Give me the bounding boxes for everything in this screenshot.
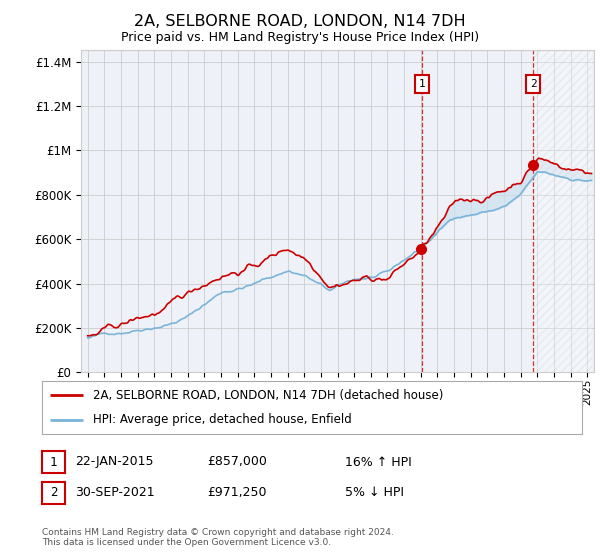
- Text: 2A, SELBORNE ROAD, LONDON, N14 7DH: 2A, SELBORNE ROAD, LONDON, N14 7DH: [134, 14, 466, 29]
- Text: HPI: Average price, detached house, Enfield: HPI: Average price, detached house, Enfi…: [94, 413, 352, 426]
- Text: 22-JAN-2015: 22-JAN-2015: [75, 455, 154, 469]
- Text: 1: 1: [50, 455, 57, 469]
- Text: Price paid vs. HM Land Registry's House Price Index (HPI): Price paid vs. HM Land Registry's House …: [121, 31, 479, 44]
- Text: 1: 1: [419, 79, 425, 88]
- Text: Contains HM Land Registry data © Crown copyright and database right 2024.
This d: Contains HM Land Registry data © Crown c…: [42, 528, 394, 547]
- Text: 5% ↓ HPI: 5% ↓ HPI: [345, 486, 404, 500]
- Text: £857,000: £857,000: [207, 455, 267, 469]
- Text: £971,250: £971,250: [207, 486, 266, 500]
- Text: 2: 2: [50, 486, 57, 500]
- Text: 16% ↑ HPI: 16% ↑ HPI: [345, 455, 412, 469]
- Text: 2: 2: [530, 79, 536, 88]
- Text: 2A, SELBORNE ROAD, LONDON, N14 7DH (detached house): 2A, SELBORNE ROAD, LONDON, N14 7DH (deta…: [94, 389, 443, 402]
- Text: 30-SEP-2021: 30-SEP-2021: [75, 486, 155, 500]
